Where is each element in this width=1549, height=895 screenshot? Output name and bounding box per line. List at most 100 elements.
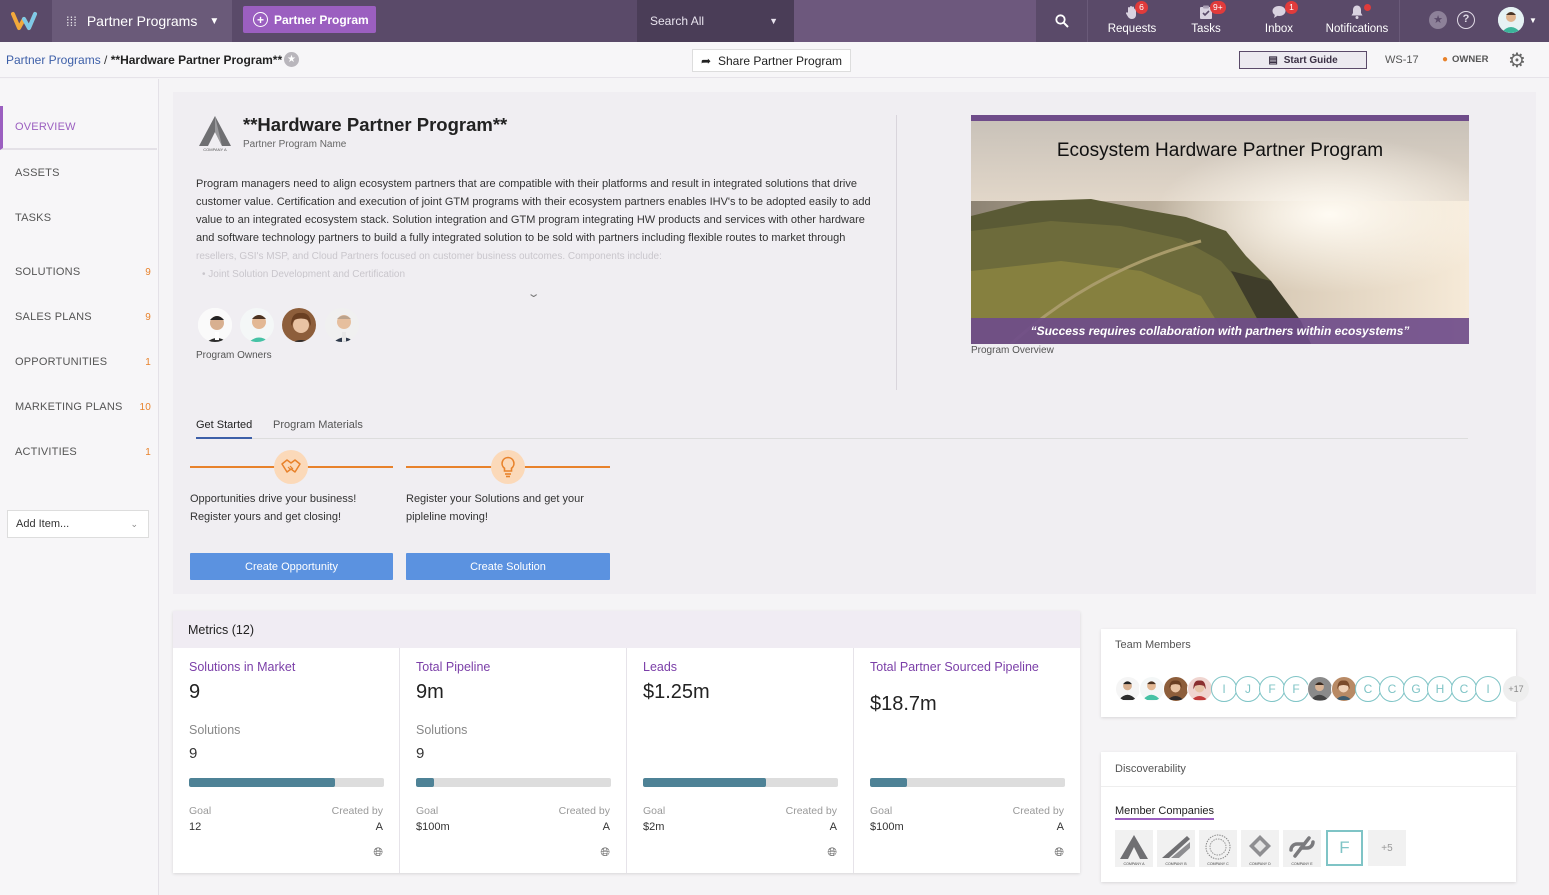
faded-bullet-text: Joint Solution Development and Certifica…	[208, 269, 406, 278]
team-member-initial[interactable]: J	[1235, 676, 1261, 702]
share-partner-program-button[interactable]: ➦ Share Partner Program	[692, 49, 851, 72]
team-member-initial[interactable]: H	[1427, 676, 1453, 702]
metric-sub-value: 9	[416, 745, 425, 762]
member-company-logo[interactable]: COMPANY D	[1241, 830, 1279, 867]
breadcrumb: Partner Programs / **Hardware Partner Pr…	[6, 53, 282, 67]
team-members-more[interactable]: +17	[1503, 676, 1529, 702]
owner-avatar[interactable]	[196, 306, 234, 344]
help-icon[interactable]: ?	[1457, 11, 1475, 29]
step-description: Opportunities drive your business! Regis…	[190, 490, 395, 526]
sidebar-item-count: 9	[145, 311, 151, 323]
sidebar-item-label: ACTIVITIES	[15, 446, 77, 458]
app-switcher[interactable]: ⁞⁞⁞ Partner Programs ▼	[52, 0, 232, 42]
create-opportunity-button[interactable]: Create Opportunity	[190, 553, 393, 580]
metric-title: Total Partner Sourced Pipeline	[870, 660, 1039, 674]
add-item-select[interactable]: Add Item... ⌄	[7, 510, 149, 538]
metric-card[interactable]: Total Pipeline 9m Solutions 9 Goal Creat…	[400, 648, 627, 873]
search-input[interactable]	[794, 0, 1036, 42]
member-company-logo[interactable]: COMPANY B	[1157, 830, 1195, 867]
caret-down-icon[interactable]: ▼	[1529, 16, 1537, 25]
team-member-avatar[interactable]	[1115, 676, 1141, 702]
sidebar-item-opportunities[interactable]: OPPORTUNITIES 1	[0, 340, 157, 384]
sidebar-item-sales-plans[interactable]: SALES PLANS 9	[0, 295, 157, 339]
step-description: Register your Solutions and get your pip…	[406, 490, 611, 526]
sidebar-item-activities[interactable]: ACTIVITIES 1	[0, 430, 157, 474]
team-member-initial[interactable]: I	[1475, 676, 1501, 702]
owner-avatar[interactable]	[238, 306, 276, 344]
member-company-logo[interactable]: COMPANY C	[1199, 830, 1237, 867]
banner-title: Ecosystem Hardware Partner Program	[1056, 140, 1384, 161]
new-partner-program-button[interactable]: + Partner Program	[243, 6, 376, 33]
program-banner-image[interactable]: Ecosystem Hardware Partner Program “Succ…	[971, 115, 1469, 344]
progress-fill	[189, 778, 336, 787]
nav-notifications[interactable]: Notifications	[1320, 0, 1394, 42]
team-member-initial[interactable]: F	[1259, 676, 1285, 702]
tab-get-started[interactable]: Get Started	[196, 419, 253, 439]
search-scope-select[interactable]: Search All ▼	[637, 0, 794, 42]
step-text-line: pipleline moving!	[406, 511, 488, 523]
nav-inbox[interactable]: 1 Inbox	[1249, 0, 1309, 42]
tab-program-materials[interactable]: Program Materials	[273, 419, 363, 431]
tasks-badge: 9+	[1210, 1, 1226, 14]
sidebar-item-marketing-plans[interactable]: MARKETING PLANS 10	[0, 385, 157, 429]
created-by-label: Created by	[331, 805, 383, 817]
grid-icon: ⁞⁞⁞	[66, 13, 77, 29]
add-item-label: Add Item...	[16, 518, 70, 530]
bell-icon	[1351, 5, 1363, 19]
owner-avatar[interactable]	[280, 306, 318, 344]
breadcrumb-root-link[interactable]: Partner Programs	[6, 53, 101, 67]
favorites-star-icon[interactable]: ★	[1429, 11, 1447, 29]
expand-chevron-icon[interactable]: ⌄	[526, 288, 541, 300]
user-avatar[interactable]	[1498, 7, 1524, 33]
nav-tasks[interactable]: 9+ Tasks	[1176, 0, 1236, 42]
team-member-initial[interactable]: C	[1355, 676, 1381, 702]
nav-label: Notifications	[1325, 23, 1389, 35]
svg-text:COMPANY B: COMPANY B	[1165, 862, 1187, 866]
team-member-initial[interactable]: C	[1451, 676, 1477, 702]
sidebar-item-assets[interactable]: ASSETS	[0, 151, 157, 195]
metric-card[interactable]: Total Partner Sourced Pipeline $18.7m Go…	[854, 648, 1080, 873]
tab-member-companies[interactable]: Member Companies	[1115, 805, 1215, 820]
favorite-star-icon[interactable]: ★	[284, 52, 299, 67]
start-guide-label: Start Guide	[1283, 54, 1338, 66]
svg-text:COMPANY A: COMPANY A	[1123, 862, 1145, 866]
metric-sub-label: Solutions	[189, 723, 241, 737]
member-company-initial[interactable]: F	[1326, 830, 1363, 866]
team-member-avatar[interactable]	[1331, 676, 1357, 702]
gear-icon[interactable]: ⚙	[1508, 50, 1526, 72]
member-company-logo[interactable]: COMPANY A	[1115, 830, 1153, 867]
nav-requests[interactable]: 6 Requests	[1099, 0, 1165, 42]
team-member-initial[interactable]: C	[1379, 676, 1405, 702]
sidebar-item-solutions[interactable]: SOLUTIONS 9	[0, 250, 157, 294]
sidebar-item-overview[interactable]: OVERVIEW	[0, 106, 157, 150]
member-company-logo[interactable]: COMPANY E	[1283, 830, 1321, 867]
team-member-initial[interactable]: I	[1211, 676, 1237, 702]
team-member-avatar[interactable]	[1187, 676, 1213, 702]
svg-text:COMPANY A: COMPANY A	[203, 147, 227, 152]
search-button[interactable]	[1036, 0, 1088, 42]
faded-bullet: • Joint Solution Development and Certifi…	[202, 269, 406, 278]
goal-label: Goal	[870, 805, 893, 817]
hand-icon	[1125, 6, 1136, 19]
metric-card[interactable]: Leads $1.25m Goal Created by $2m A 🌐︎	[627, 648, 854, 873]
notification-dot	[1364, 4, 1371, 11]
metric-card[interactable]: Solutions in Market 9 Solutions 9 Goal C…	[173, 648, 400, 873]
start-guide-button[interactable]: ▤ Start Guide	[1239, 51, 1367, 69]
app-logo[interactable]	[0, 0, 52, 42]
member-companies-more[interactable]: +5	[1368, 830, 1406, 866]
team-member-initial[interactable]: G	[1403, 676, 1429, 702]
metric-title: Leads	[643, 660, 678, 674]
team-member-initial[interactable]: F	[1283, 676, 1309, 702]
clipboard-icon	[1200, 5, 1212, 19]
sidebar-item-tasks[interactable]: TASKS	[0, 196, 157, 240]
goal-value: $100m	[416, 821, 450, 833]
owner-avatar[interactable]	[323, 306, 361, 344]
plus-circle-icon: +	[253, 12, 268, 27]
create-solution-button[interactable]: Create Solution	[406, 553, 610, 580]
team-member-avatar[interactable]	[1139, 676, 1165, 702]
divider	[896, 115, 897, 390]
metrics-panel: Metrics (12) Solutions in Market 9 Solut…	[173, 611, 1080, 873]
sidebar-item-count: 1	[145, 446, 151, 458]
team-member-avatar[interactable]	[1307, 676, 1333, 702]
team-member-avatar[interactable]	[1163, 676, 1189, 702]
